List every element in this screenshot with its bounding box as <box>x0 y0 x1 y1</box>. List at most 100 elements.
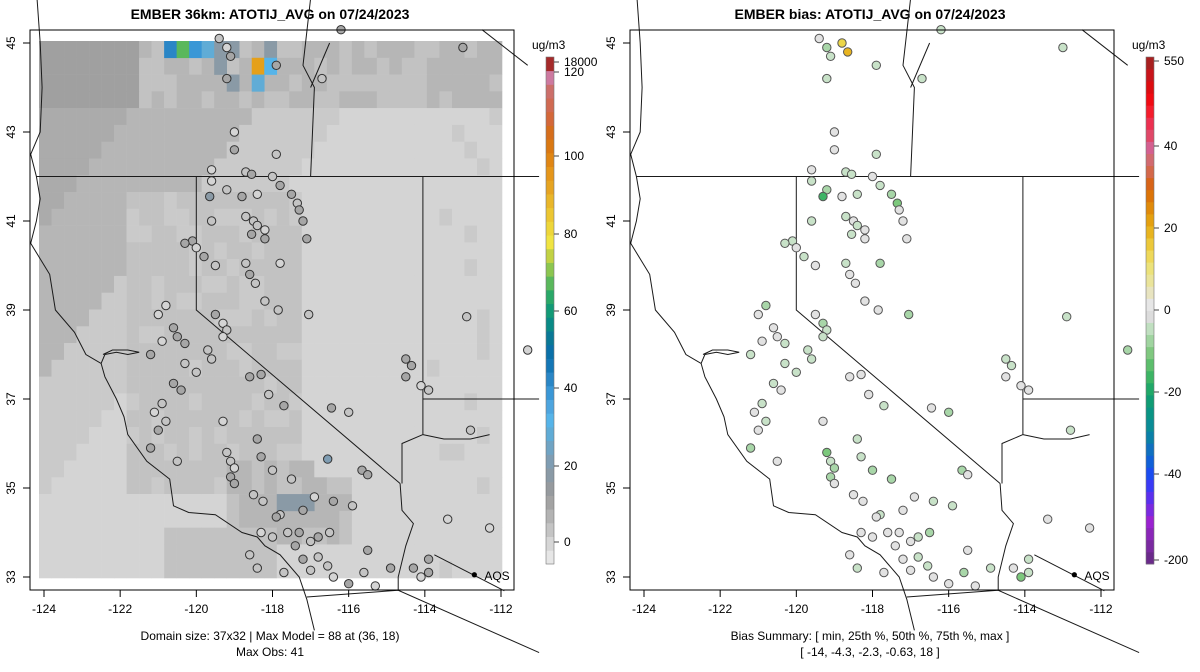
grid-cell <box>439 175 453 193</box>
bias-site <box>923 561 933 571</box>
grid-cell <box>214 292 227 310</box>
colorbar-swatch <box>546 331 554 346</box>
max-obs-caption: Max Obs: 41 <box>235 645 305 659</box>
grid-cell <box>151 175 165 193</box>
grid-cell <box>326 124 340 142</box>
boundary-line <box>906 589 1140 654</box>
grid-cell <box>364 393 378 411</box>
grid-cell <box>401 477 415 495</box>
grid-cell <box>151 74 165 92</box>
grid-cell <box>364 225 378 243</box>
grid-cell <box>276 74 290 92</box>
grid-cell <box>201 108 215 126</box>
bias-site <box>864 389 874 400</box>
grid-cell <box>339 359 353 377</box>
colorbar-swatch <box>1146 117 1154 130</box>
grid-cell <box>126 225 140 243</box>
grid-cell <box>189 494 202 512</box>
grid-cell <box>364 326 378 344</box>
colorbar-swatch <box>1146 298 1154 311</box>
grid-cell <box>264 208 278 226</box>
grid-cell <box>326 141 340 159</box>
grid-cell <box>301 158 315 176</box>
grid-cell <box>414 259 428 277</box>
grid-cell <box>489 376 503 394</box>
bias-site <box>959 567 969 578</box>
grid-cell <box>89 359 102 377</box>
grid-cell <box>164 57 177 75</box>
observation-site <box>229 463 240 473</box>
grid-cell <box>226 309 240 327</box>
grid-cell <box>326 426 340 445</box>
grid-cell <box>226 91 240 109</box>
grid-cell <box>214 141 227 159</box>
grid-cell <box>64 393 77 411</box>
observation-site <box>248 490 259 500</box>
grid-cell <box>89 309 102 327</box>
grid-cell <box>301 242 315 260</box>
grid-cell <box>414 41 428 59</box>
observation-site <box>323 561 333 571</box>
grid-cell <box>176 527 190 545</box>
grid-cell <box>376 510 390 528</box>
grid-cell <box>176 108 190 126</box>
colorbar-tick-label: 20 <box>564 459 578 473</box>
grid-cell <box>439 326 453 344</box>
grid-cell <box>51 326 65 344</box>
grid-cell <box>226 376 240 394</box>
colorbar-swatch <box>1146 189 1154 203</box>
bias-site <box>841 258 851 268</box>
grid-cell <box>264 108 278 126</box>
bias-site <box>944 579 954 589</box>
grid-cell <box>464 443 478 461</box>
grid-cell <box>351 544 365 562</box>
boundary-line <box>195 176 401 484</box>
observation-site <box>385 563 396 573</box>
grid-cell <box>339 561 353 579</box>
bias-site <box>1065 425 1076 435</box>
grid-cell <box>126 393 140 411</box>
grid-cell <box>326 410 340 428</box>
grid-cell <box>326 108 340 126</box>
grid-cell <box>276 426 290 445</box>
grid-cell <box>326 544 340 562</box>
grid-cell <box>189 124 202 142</box>
bias-site <box>822 447 832 458</box>
grid-cell <box>189 91 202 109</box>
colorbar-swatch <box>1146 153 1154 167</box>
bias-site <box>913 552 923 562</box>
grid-cell <box>64 242 77 260</box>
grid-cell <box>314 292 328 310</box>
grid-cell <box>476 225 490 243</box>
grid-cell <box>314 208 328 226</box>
grid-cell <box>214 242 227 260</box>
grid-cell <box>201 74 215 92</box>
grid-cell <box>151 192 165 210</box>
grid-cell-highlight <box>214 57 227 75</box>
colorbar-swatch <box>1146 274 1154 287</box>
grid-cell <box>339 91 353 109</box>
grid-cell-highlight <box>164 41 177 59</box>
grid-cell-highlight <box>251 57 265 75</box>
grid-cell <box>151 544 165 562</box>
grid-cell <box>439 426 453 445</box>
grid-cell <box>51 460 65 478</box>
grid-cell <box>301 443 315 461</box>
boundary-line <box>630 0 915 631</box>
grid-cell <box>226 192 240 210</box>
grid-cell <box>276 242 290 260</box>
grid-cell <box>339 326 353 344</box>
grid-cell <box>401 275 415 294</box>
grid-cell <box>89 376 102 394</box>
observation-site <box>271 512 281 522</box>
grid-cell <box>51 175 65 193</box>
grid-cell <box>101 309 115 327</box>
grid-cell <box>451 158 465 176</box>
colorbar-swatch <box>1146 286 1154 299</box>
colorbar-swatch <box>546 84 554 99</box>
bias-site <box>904 309 914 320</box>
grid-cell <box>364 343 378 361</box>
grid-cell <box>126 359 140 377</box>
grid-cell <box>276 124 290 142</box>
observation-site <box>176 385 186 395</box>
